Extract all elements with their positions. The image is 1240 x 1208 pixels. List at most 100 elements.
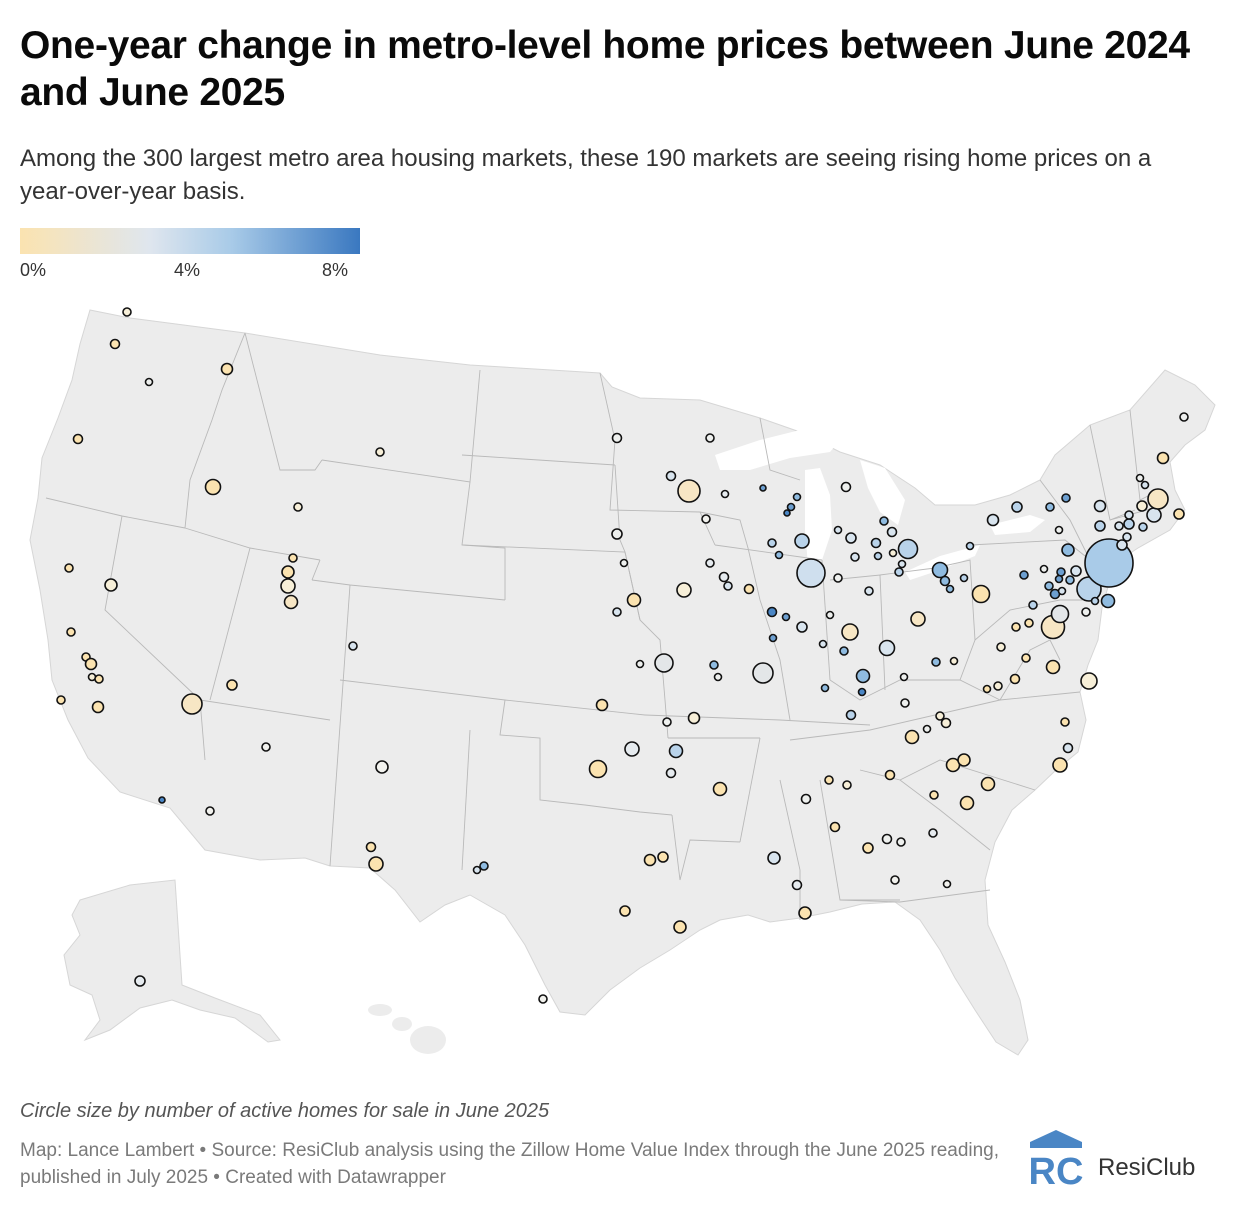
metro-marker [1124,510,1134,520]
metro-marker [959,573,969,583]
metro-marker [687,711,701,725]
size-note: Circle size by number of active homes fo… [20,1100,550,1122]
metro-marker [472,865,482,875]
metro-marker [928,828,938,838]
metro-marker [857,687,867,697]
metro-marker [657,851,669,863]
metro-marker [1044,581,1054,591]
metro-marker [643,853,657,867]
metro-marker [624,741,640,757]
resiclub-logo: RC ResiClub [1022,1128,1232,1188]
metro-marker [752,662,774,684]
metro-marker [1080,672,1098,690]
us-metro-bubble-map [29,307,1216,1056]
metro-marker [899,672,909,682]
metro-marker [986,513,1000,527]
metro-marker [910,611,926,627]
land-contiguous-us [29,309,1216,1056]
metro-marker [996,642,1006,652]
metro-marker [879,516,889,526]
metro-marker [904,729,920,745]
logo-mark-text: RC [1029,1151,1084,1188]
metro-marker [665,470,677,482]
metro-marker [1123,518,1135,530]
metro-marker [1173,508,1185,520]
lake-superior [715,430,840,470]
metro-marker [595,698,609,712]
metro-marker [1084,538,1134,588]
metro-marker [205,806,215,816]
metro-marker [91,700,105,714]
metro-marker [619,558,629,568]
metro-marker [894,567,904,577]
metro-marker [766,606,778,618]
metro-marker [479,861,489,871]
metro-marker [824,775,834,785]
legend-gradient-bar [20,228,360,254]
metro-marker [288,553,298,563]
metro-marker [940,717,952,729]
metro-marker [1028,600,1038,610]
metro-marker [829,821,841,833]
metro-marker [1140,480,1150,490]
color-legend: 0% 4% 8% [20,228,360,288]
metro-marker [833,525,843,535]
metro-marker [635,659,645,669]
metro-marker [1011,501,1023,513]
metro-marker [794,533,810,549]
metro-marker [293,502,303,512]
metro-marker [796,558,826,588]
metro-marker [878,639,896,657]
metro-marker [841,623,859,641]
metro-marker [261,742,271,752]
metro-marker [709,660,719,670]
metro-marker [1060,717,1070,727]
metro-marker [935,711,945,721]
metro-marker [712,781,728,797]
lake-ontario [990,515,1045,535]
metro-marker [980,776,996,792]
metro-marker [348,641,358,651]
metro-marker [897,538,919,560]
metro-marker [673,920,687,934]
metro-marker [971,584,991,604]
metro-marker [158,796,166,804]
metro-marker [873,551,883,561]
lake-michigan [805,468,832,565]
metro-marker [1138,522,1148,532]
metro-marker [368,856,384,872]
metro-marker [1070,565,1082,577]
metro-marker [1054,574,1064,584]
metro-marker [1114,521,1124,531]
metro-marker [1090,596,1100,606]
metro-marker [886,526,898,538]
metro-marker [662,717,672,727]
metro-marker [1136,500,1148,512]
metro-marker [181,693,203,715]
map-title: One-year change in metro-level home pric… [20,24,1190,114]
metro-marker [870,537,882,549]
metro-marker [66,627,76,637]
metro-marker [842,780,852,790]
brand-name: ResiClub [1098,1154,1196,1181]
metro-marker [588,759,608,779]
metro-marker [626,592,642,608]
metro-marker [774,550,784,560]
metro-marker [64,563,74,573]
metro-marker [226,679,238,691]
metro-marker [890,875,900,885]
metro-marker [701,514,711,524]
metro-marker [1054,525,1064,535]
metro-marker [1052,757,1068,773]
legend-tick-min: 0% [20,260,47,280]
metro-marker [922,724,932,734]
metro-marker [792,492,802,502]
lake-huron [860,460,905,525]
metro-marker [897,559,907,569]
state-borders [45,332,1166,920]
metro-marker [1061,543,1075,557]
metro-marker [900,698,910,708]
metro-marker [825,610,835,620]
metro-marker [1081,607,1091,617]
metro-marker [1021,653,1031,663]
